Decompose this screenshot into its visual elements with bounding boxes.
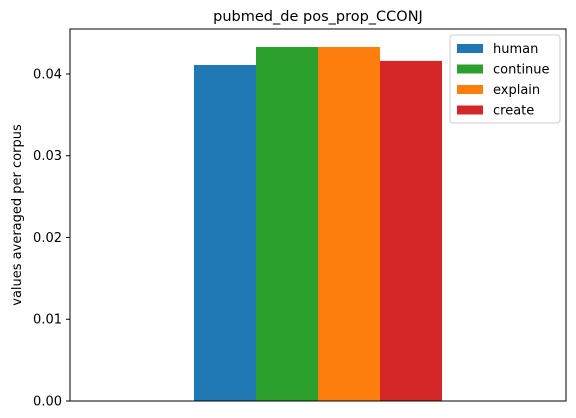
legend-label-human: human (493, 42, 538, 57)
chart-title: pubmed_de pos_prop_CCONJ (213, 9, 423, 25)
y-tick-label: 0.02 (33, 231, 62, 246)
legend-box (449, 34, 561, 124)
bar-human (194, 64, 256, 401)
y-axis-label: values averaged per corpus (10, 124, 25, 306)
y-tick-label: 0.03 (33, 149, 62, 164)
bar-create (380, 60, 442, 402)
y-axis: 0.00 0.01 0.02 0.03 0.04 (33, 67, 70, 410)
bar-explain (318, 46, 380, 401)
bars-group (194, 46, 442, 402)
legend: human continue explain create (449, 34, 561, 124)
bar-continue (256, 46, 318, 401)
legend-label-continue: continue (493, 63, 550, 78)
y-tick-label: 0.01 (33, 313, 62, 328)
legend-label-explain: explain (493, 83, 540, 98)
y-tick-label: 0.00 (33, 395, 62, 410)
legend-swatch-continue (457, 64, 483, 74)
legend-swatch-explain (457, 85, 483, 94)
legend-swatch-human (457, 44, 483, 53)
y-tick-label: 0.04 (33, 67, 62, 82)
legend-label-create: create (493, 104, 534, 119)
plot-frame (69, 28, 567, 402)
legend-swatch-create (457, 105, 483, 115)
